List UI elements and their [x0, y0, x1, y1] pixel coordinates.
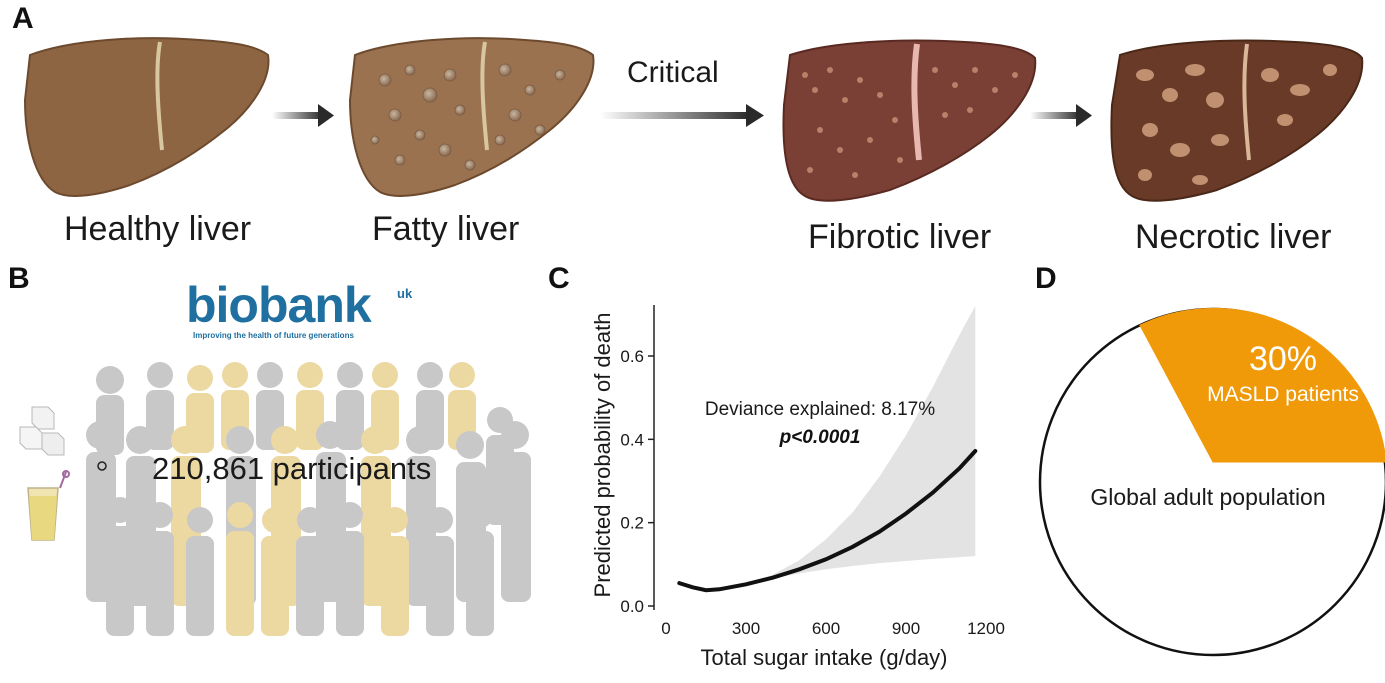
stage-label-necrotic: Necrotic liver [1135, 218, 1332, 256]
pie-slice-masld [1139, 307, 1385, 463]
panel-a-letter: A [12, 2, 34, 35]
global-population-label: Global adult population [1090, 484, 1325, 510]
biobank-tagline: Improving the health of future generatio… [193, 331, 354, 340]
y-tick-label: 0.0 [620, 597, 644, 616]
liver-progression-diagram [23, 37, 1364, 202]
panel-d-letter: D [1035, 262, 1057, 295]
masld-pie-chart: 30% MASLD patients Global adult populati… [1038, 307, 1385, 657]
fatty-liver-icon [348, 37, 595, 197]
biobank-logo-superscript: uk [397, 286, 413, 301]
fibrotic-liver-icon [782, 39, 1037, 202]
confidence-band [679, 306, 976, 591]
crowd-silhouettes [86, 362, 531, 636]
necrotic-liver-icon [1110, 39, 1364, 202]
panel-c-letter: C [548, 262, 570, 295]
panel-b-letter: B [8, 262, 30, 295]
sugar-mortality-chart: 0.0 0.2 0.4 0.6 0 300 600 900 1200 Total sugar … [590, 305, 1005, 670]
masld-slice-label: MASLD patients [1207, 383, 1359, 406]
sugar-cubes-icon [19, 406, 65, 456]
stage-label-fatty: Fatty liver [372, 210, 520, 248]
stage-label-fibrotic: Fibrotic liver [808, 218, 992, 256]
stage-label-healthy: Healthy liver [64, 210, 252, 248]
y-tick-label: 0.6 [620, 347, 644, 366]
biobank-logo: biobank [186, 277, 372, 333]
long-arrow-icon [600, 104, 764, 127]
deviance-annotation: Deviance explained: 8.17% [705, 399, 935, 420]
x-tick-label: 1200 [967, 619, 1005, 638]
masld-percent-label: 30% [1249, 340, 1317, 378]
arrow-icon [1030, 104, 1092, 127]
arrow-icon [272, 104, 334, 127]
marker-circle-icon [97, 461, 107, 471]
p-value-annotation: p<0.0001 [779, 427, 861, 448]
prediction-line [677, 449, 978, 593]
crowd-front-row [106, 497, 494, 636]
x-tick-label: 900 [892, 619, 920, 638]
crowd-back-row [96, 362, 514, 525]
x-axis-label: Total sugar intake (g/day) [700, 645, 947, 670]
x-tick-label: 600 [812, 619, 840, 638]
juice-glass-icon [27, 470, 70, 541]
y-tick-label: 0.4 [620, 430, 644, 449]
participants-count: 210,861 participants [152, 451, 432, 486]
y-axis-label: Predicted probability of death [590, 313, 615, 598]
x-tick-label: 300 [732, 619, 760, 638]
x-tick-label: 0 [661, 619, 670, 638]
critical-label: Critical [627, 56, 719, 89]
y-tick-label: 0.2 [620, 514, 644, 533]
healthy-liver-icon [23, 37, 270, 197]
